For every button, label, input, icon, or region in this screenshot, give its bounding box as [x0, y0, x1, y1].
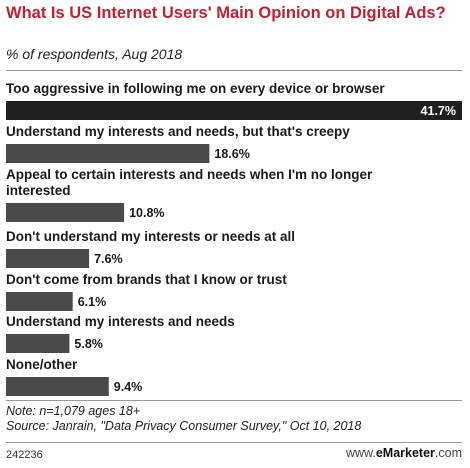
- value-label: 18.6%: [214, 147, 249, 161]
- bar: [6, 292, 73, 311]
- brand-prefix: www.: [345, 446, 376, 460]
- chart-subtitle: % of respondents, Aug 2018: [6, 46, 183, 62]
- category-label: Don't understand my interests or needs a…: [6, 229, 295, 244]
- category-label: Appeal to certain interests and needs wh…: [6, 167, 373, 198]
- bar: [6, 144, 210, 163]
- value-label: 5.8%: [74, 337, 103, 351]
- category-label: Understand my interests and needs, but t…: [6, 124, 350, 139]
- footer-divider: [6, 442, 462, 443]
- note-text: Note: n=1,079 ages 18+: [6, 404, 141, 418]
- chart-notes: Note: n=1,079 ages 18+ Source: Janrain, …: [6, 404, 361, 434]
- value-label: 41.7%: [421, 104, 456, 118]
- brand-name: eMarketer: [375, 446, 435, 460]
- bar: [6, 377, 109, 396]
- brand-url: www.eMarketer.com: [346, 446, 462, 460]
- chart-title: What Is US Internet Users' Main Opinion …: [6, 4, 446, 22]
- category-label: Don't come from brands that I know or tr…: [6, 272, 287, 287]
- bar-chart: Too aggressive in following me on every …: [6, 81, 462, 396]
- top-divider: [6, 70, 462, 71]
- value-label: 7.6%: [94, 252, 123, 266]
- bar: [6, 101, 462, 120]
- category-label: Understand my interests and needs: [6, 314, 235, 329]
- value-label: 6.1%: [78, 295, 107, 309]
- source-text: Source: Janrain, "Data Privacy Consumer …: [6, 419, 362, 433]
- bar: [6, 249, 90, 268]
- category-label: None/other: [6, 357, 78, 372]
- bar: [6, 203, 125, 222]
- brand-suffix: .com: [434, 446, 462, 460]
- value-label: 10.8%: [129, 206, 164, 220]
- category-label: Too aggressive in following me on every …: [6, 81, 385, 96]
- bottom-divider: [6, 400, 462, 401]
- value-label: 9.4%: [114, 380, 143, 394]
- chart-id: 242236: [6, 449, 43, 461]
- bar: [6, 334, 70, 353]
